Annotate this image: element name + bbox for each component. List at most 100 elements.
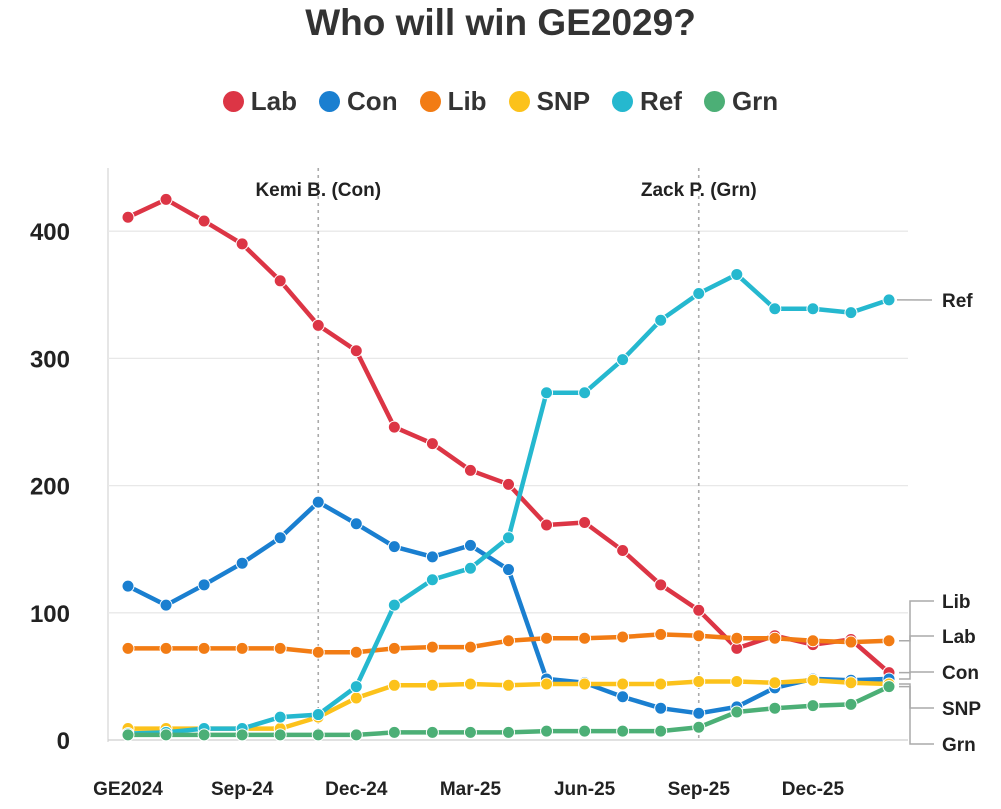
legend-label: Grn	[731, 86, 779, 116]
x-tick-label: Sep-24	[211, 779, 274, 800]
x-tick-label: Sep-25	[668, 779, 731, 800]
end-label-lab: Lab	[942, 627, 976, 648]
data-point-ref	[540, 386, 554, 400]
end-label-snp: SNP	[942, 699, 981, 720]
data-point-lab	[654, 578, 668, 592]
data-point-con	[692, 706, 706, 720]
data-point-con	[387, 540, 401, 554]
data-point-grn	[806, 699, 820, 713]
data-point-con	[425, 550, 439, 564]
legend-swatch	[703, 91, 725, 112]
data-point-lab	[425, 437, 439, 451]
leader-line	[899, 600, 934, 642]
data-point-con	[654, 701, 668, 715]
data-point-lib	[159, 641, 173, 655]
x-tick-label: Dec-25	[782, 779, 845, 800]
legend-item-con: Con	[319, 86, 398, 117]
legend-swatch	[612, 91, 634, 112]
y-tick-label: 100	[30, 601, 70, 628]
data-point-grn	[273, 728, 287, 742]
data-point-ref	[654, 313, 668, 327]
end-label-con: Con	[942, 663, 979, 684]
leader-line	[899, 671, 934, 680]
leader-line	[899, 683, 934, 709]
data-point-con	[463, 538, 477, 552]
data-point-grn	[121, 728, 135, 742]
data-point-lab	[235, 237, 249, 251]
data-point-lib	[844, 635, 858, 649]
data-point-lab	[159, 192, 173, 206]
legend-swatch	[419, 91, 441, 112]
data-point-grn	[502, 725, 515, 739]
data-point-snp	[578, 677, 592, 691]
data-point-con	[349, 517, 363, 531]
data-point-grn	[578, 724, 592, 738]
data-point-lab	[197, 214, 211, 228]
data-point-lib	[387, 641, 401, 655]
data-point-lab	[311, 318, 325, 332]
legend-item-lab: Lab	[222, 86, 298, 117]
data-point-snp	[844, 676, 858, 690]
data-point-lab	[121, 210, 135, 224]
data-point-lib	[349, 645, 363, 659]
data-point-lib	[882, 634, 896, 648]
chart-title: Who will win GE2029?	[305, 2, 696, 43]
data-point-ref	[692, 287, 706, 301]
data-point-grn	[882, 680, 896, 694]
x-tick-label: GE2024	[93, 779, 163, 800]
data-point-lab	[540, 518, 554, 532]
data-point-lab	[463, 463, 477, 477]
data-point-ref	[730, 267, 744, 281]
data-point-grn	[844, 697, 858, 711]
data-point-snp	[692, 674, 706, 688]
data-point-lab	[578, 515, 592, 529]
data-point-ref	[806, 302, 820, 316]
data-point-lib	[463, 640, 477, 654]
data-point-grn	[692, 720, 706, 734]
data-point-lib	[806, 634, 820, 648]
data-point-grn	[311, 728, 325, 742]
data-point-snp	[349, 691, 363, 705]
data-point-snp	[463, 677, 477, 691]
data-point-ref	[311, 708, 325, 722]
data-point-ref	[349, 680, 363, 694]
legend-swatch	[222, 91, 244, 112]
data-point-lib	[235, 641, 249, 655]
data-point-snp	[425, 678, 439, 692]
data-point-lib	[273, 641, 287, 655]
series-line-ref	[125, 272, 892, 736]
data-point-snp	[730, 674, 744, 688]
series-line-lab	[125, 197, 892, 675]
legend-label: Con	[347, 86, 398, 116]
end-label-grn: Grn	[942, 735, 976, 756]
data-point-ref	[387, 598, 401, 612]
chart-legend: Lab Con Lib SNP Ref Grn	[0, 86, 1001, 117]
data-point-lib	[197, 641, 211, 655]
data-point-ref	[463, 561, 477, 575]
data-point-lib	[502, 634, 515, 648]
data-point-grn	[425, 725, 439, 739]
data-point-grn	[235, 728, 249, 742]
legend-item-ref: Ref	[612, 86, 682, 117]
y-tick-label: 0	[57, 728, 70, 755]
data-point-snp	[806, 673, 820, 687]
data-point-lib	[616, 630, 630, 644]
data-point-lab	[349, 344, 363, 358]
data-point-grn	[197, 728, 211, 742]
data-point-lib	[692, 629, 706, 643]
leader-line	[899, 685, 934, 745]
data-point-ref	[616, 353, 630, 367]
data-point-lab	[387, 420, 401, 434]
data-point-grn	[159, 728, 173, 742]
data-point-ref	[578, 386, 592, 400]
data-point-grn	[616, 724, 630, 738]
data-point-ref	[844, 306, 858, 320]
data-point-lib	[311, 645, 325, 659]
data-point-grn	[540, 724, 554, 738]
data-point-lib	[578, 631, 592, 645]
legend-label: Ref	[640, 86, 682, 116]
data-point-con	[121, 579, 135, 593]
legend-label: Lab	[250, 86, 298, 116]
legend-swatch	[508, 91, 530, 112]
